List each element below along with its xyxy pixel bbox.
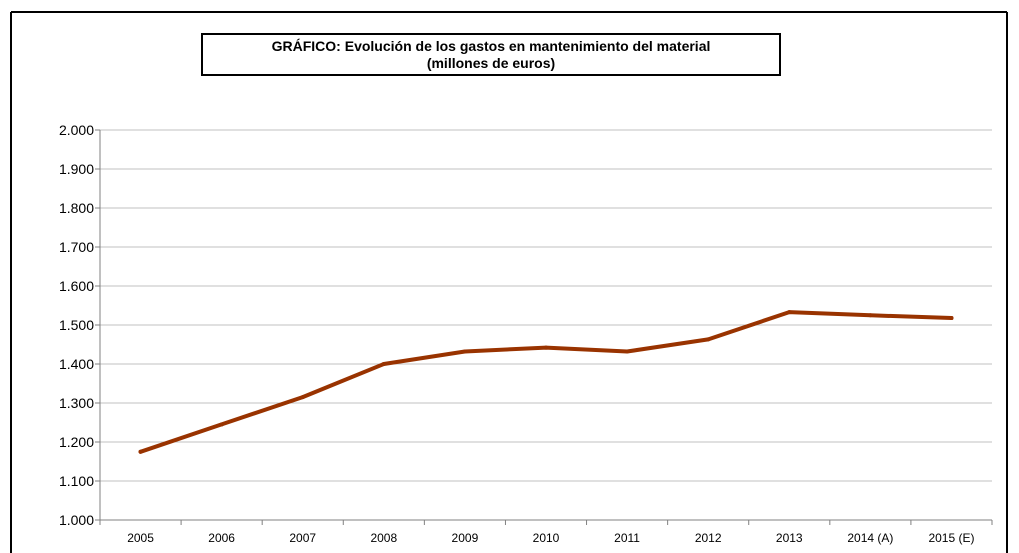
series-point xyxy=(949,315,954,320)
series-point xyxy=(138,449,143,454)
series-point xyxy=(787,310,792,315)
series-point xyxy=(381,362,386,366)
y-tick-label: 2.000 xyxy=(59,122,94,138)
x-tick-label: 2007 xyxy=(289,531,316,545)
chart-subtitle: (millones de euros) xyxy=(426,55,556,71)
y-tick-label: 1.300 xyxy=(59,395,94,411)
y-tick-label: 1.400 xyxy=(59,356,94,372)
series-point xyxy=(706,337,711,342)
x-tick-label: 2014 (A) xyxy=(847,531,893,545)
chart-title-box: GRÁFICO: Evolución de los gastos en mant… xyxy=(201,33,781,76)
x-tick-label: 2006 xyxy=(208,531,235,545)
series-point xyxy=(300,395,305,400)
x-tick-label: 2012 xyxy=(695,531,722,545)
x-tick-label: 2011 xyxy=(614,531,640,545)
series-point xyxy=(868,313,873,318)
series-point xyxy=(544,345,548,350)
y-tick-label: 1.100 xyxy=(59,473,94,489)
x-tick-label: 2010 xyxy=(533,531,560,545)
x-tick-label: 2013 xyxy=(776,531,803,545)
series-line xyxy=(138,310,954,454)
x-tick-label: 2015 (E) xyxy=(928,531,974,545)
series-point xyxy=(462,349,467,354)
series-point xyxy=(625,349,630,354)
y-tick-label: 1.600 xyxy=(59,278,94,294)
y-tick-label: 1.900 xyxy=(59,161,94,177)
x-tick-label: 2009 xyxy=(452,531,479,545)
y-tick-label: 1.200 xyxy=(59,434,94,450)
y-tick-label: 1.000 xyxy=(59,512,94,528)
chart-title: GRÁFICO: Evolución de los gastos en mant… xyxy=(271,38,711,54)
series-point xyxy=(219,422,224,427)
y-tick-label: 1.500 xyxy=(59,317,94,333)
y-tick-label: 1.800 xyxy=(59,200,94,216)
x-tick-label: 2008 xyxy=(370,531,397,545)
x-tick-label: 2005 xyxy=(127,531,154,545)
y-tick-label: 1.700 xyxy=(59,239,94,255)
